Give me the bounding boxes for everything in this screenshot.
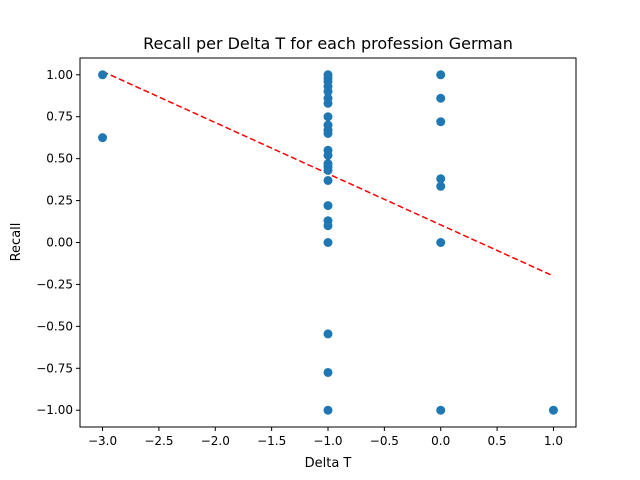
y-tick-label: 1.00 [46, 68, 73, 82]
data-point [98, 70, 108, 80]
y-tick-label: −0.50 [36, 319, 73, 333]
x-tick-label: −1.5 [257, 434, 286, 448]
chart-title: Recall per Delta T for each profession G… [143, 34, 513, 53]
x-tick-label: −1.0 [313, 434, 342, 448]
y-tick-label: 0.25 [46, 194, 73, 208]
data-point [436, 117, 446, 127]
data-point [436, 238, 446, 247]
data-point [323, 367, 333, 377]
data-point [323, 221, 333, 231]
data-point [323, 150, 333, 160]
y-tick-label: 0.75 [46, 110, 73, 124]
data-point [323, 175, 333, 185]
x-tick-label: −2.0 [201, 434, 230, 448]
data-point [98, 133, 108, 143]
data-point [323, 405, 333, 415]
data-point [436, 93, 446, 103]
x-tick-label: −2.5 [144, 434, 173, 448]
data-point [436, 174, 446, 184]
data-point [548, 405, 558, 415]
y-tick-label: −0.75 [36, 361, 73, 375]
data-point [323, 329, 333, 339]
data-points [98, 70, 558, 415]
data-point [323, 201, 333, 211]
data-point [323, 87, 333, 97]
data-point [323, 98, 333, 108]
y-tick-label: 0.00 [46, 236, 73, 250]
x-tick-label: −3.0 [88, 434, 117, 448]
data-point [436, 70, 446, 80]
x-tick-label: −0.5 [370, 434, 399, 448]
y-tick-label: 0.50 [46, 152, 73, 166]
y-tick-label: −0.25 [36, 277, 73, 291]
data-point [436, 181, 446, 191]
y-axis: −1.00 −0.75 −0.50 −0.25 0.00 0.25 0.50 0.75 1.00 [36, 68, 80, 417]
data-point [323, 165, 333, 175]
x-axis-label: Delta T [305, 456, 352, 471]
data-point [323, 112, 333, 122]
x-tick-label: 0.5 [488, 434, 507, 448]
x-axis: −3.0 −2.5 −2.0 −1.5 −1.0 −0.5 0.0 0.5 1.0 [88, 427, 563, 448]
data-point [323, 128, 333, 138]
data-point [436, 405, 446, 415]
y-axis-label: Recall [9, 223, 24, 262]
x-tick-label: 0.0 [431, 434, 450, 448]
y-tick-label: −1.00 [36, 403, 73, 417]
x-tick-label: 1.0 [544, 434, 563, 448]
data-point [323, 238, 333, 247]
